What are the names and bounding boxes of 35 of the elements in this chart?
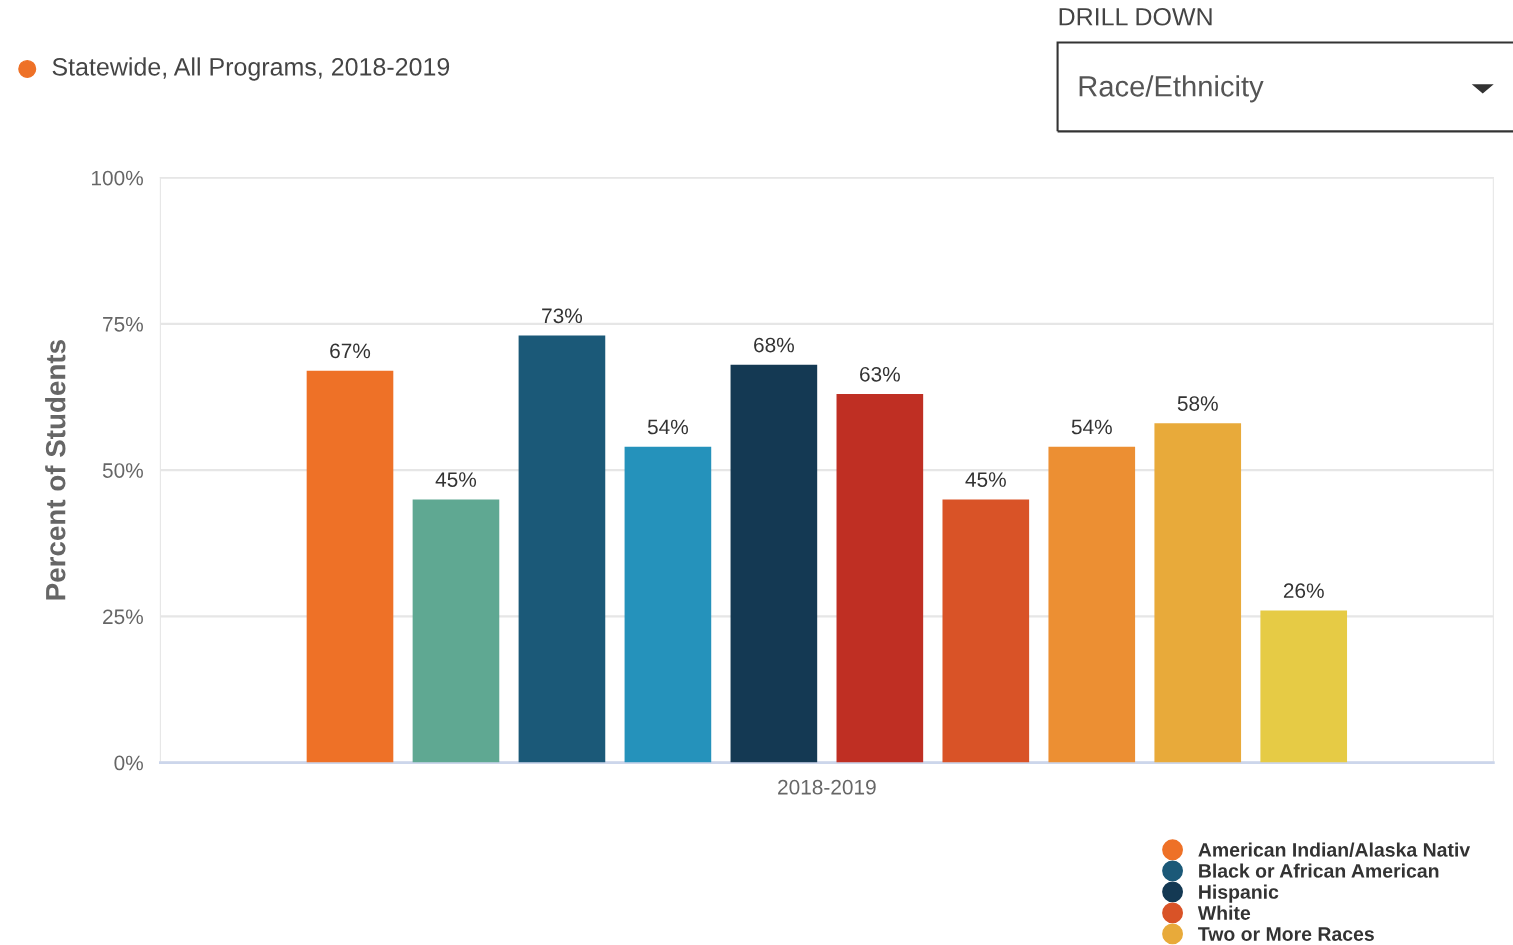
data-label: 54% [1071,419,1112,435]
data-label: 54% [647,419,689,435]
bar [1260,610,1348,763]
legend-label: Two or More Races [1198,927,1374,941]
legend-label: Hispanic [1199,884,1279,903]
bar [306,370,394,763]
data-label: 68% [754,337,794,353]
bar [836,394,924,763]
data-label: 73% [542,308,583,324]
bar [1154,423,1242,763]
text: Statewide, All Programs, 2018-2019 [52,57,450,81]
legend-label: White [1197,905,1251,920]
y-tick-label: 0% [114,755,143,771]
bar [730,364,818,763]
legend-label: Black or African American [1199,863,1439,878]
x-tick-label: 2018-2019 [778,779,876,795]
data-label: 45% [965,472,1006,487]
y-tick-label: 25% [103,609,143,625]
text: Race/Ethnicity [1079,75,1264,103]
text: DRILL DOWN [1059,7,1212,26]
y-tick-label: 75% [103,316,143,332]
y-tick-label: 50% [102,463,143,478]
legend-label: American Indian/Alaska Nativ [1198,842,1471,857]
bar [412,499,500,763]
bar [942,499,1030,763]
data-label: 67% [330,343,371,359]
data-label: 63% [860,366,900,382]
bar [518,335,606,763]
data-label: 58% [1177,396,1218,411]
bar [624,446,712,763]
data-label: 45% [435,472,477,487]
bar [1048,446,1136,763]
data-label: 26% [1283,583,1324,599]
y-axis-title: Percent of Students [45,340,66,600]
y-tick-label: 100% [92,170,143,186]
